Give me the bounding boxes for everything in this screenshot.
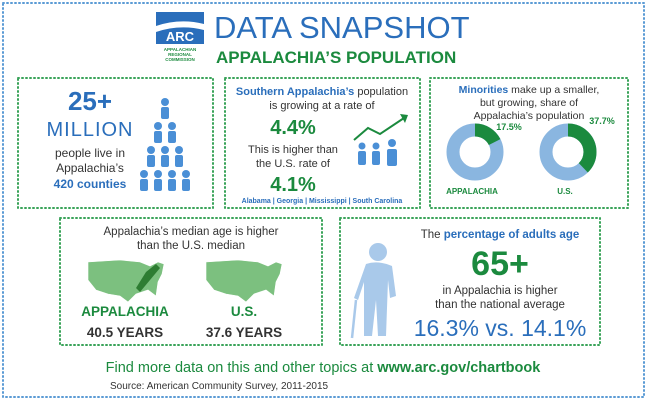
us-map bbox=[205, 259, 283, 303]
footer-text-part: Find more data on this and other topics … bbox=[106, 360, 378, 376]
minorities-text: Appalachia’s population bbox=[474, 110, 585, 122]
subtitle: APPALACHIA’S POPULATION bbox=[216, 48, 456, 67]
minorities-text-part: make up a smaller, bbox=[508, 84, 599, 96]
donut-name: APPALACHIA bbox=[446, 187, 498, 196]
growth-text: Southern Appalachia’s population bbox=[236, 86, 408, 98]
people-pyramid-icon bbox=[140, 98, 190, 191]
growth-text: is growing at a rate of bbox=[269, 100, 375, 112]
median-text: Appalachia’s median age is higher bbox=[104, 226, 279, 238]
growth-rate: 4.4% bbox=[270, 117, 316, 139]
seniors-age: 65+ bbox=[471, 245, 529, 283]
growth-compare: This is higher than bbox=[248, 144, 338, 156]
footer-link: www.arc.gov/chartbook bbox=[376, 360, 541, 376]
region-name: APPALACHIA bbox=[81, 304, 169, 319]
panel bbox=[339, 217, 601, 346]
panel bbox=[224, 77, 421, 209]
us-map-appalachia bbox=[87, 259, 165, 303]
region-age: 37.6 YEARS bbox=[206, 325, 282, 340]
growth-text-part: population bbox=[354, 86, 408, 98]
donut-arc bbox=[446, 123, 504, 181]
states: Alabama | Georgia | Mississippi | South … bbox=[242, 198, 403, 205]
donut-arc bbox=[539, 123, 597, 181]
title: DATA SNAPSHOT bbox=[214, 10, 470, 45]
seniors-text: than the national average bbox=[435, 299, 565, 311]
population-unit: MILLION bbox=[46, 119, 133, 141]
minorities-text: but growing, share of bbox=[480, 97, 578, 109]
logo-caption: COMMISSION bbox=[165, 57, 195, 62]
population-text: Appalachia’s bbox=[56, 161, 124, 175]
population-number: 25+ bbox=[68, 86, 112, 116]
median-text: than the U.S. median bbox=[137, 240, 245, 252]
seniors-comparison: 16.3% vs. 14.1% bbox=[414, 315, 587, 341]
donut-value: 37.7% bbox=[589, 116, 615, 126]
elderly-icon bbox=[350, 243, 396, 339]
region-name: U.S. bbox=[231, 304, 257, 319]
panel bbox=[59, 217, 323, 346]
panel bbox=[429, 77, 629, 209]
logo-caption: REGIONAL bbox=[168, 52, 192, 57]
donut-value: 17.5% bbox=[496, 122, 522, 132]
us-rate: 4.1% bbox=[270, 174, 316, 196]
panel bbox=[17, 77, 214, 209]
seniors-text: The percentage of adults age bbox=[421, 229, 580, 241]
population-text: people live in bbox=[55, 146, 125, 160]
population-counties: 420 counties bbox=[54, 177, 127, 191]
logo: ARC APPALACHIAN REGIONAL COMMISSION bbox=[156, 12, 204, 62]
source: Source: American Community Survey, 2011-… bbox=[110, 381, 329, 392]
minorities-text: Minorities make up a smaller, bbox=[459, 84, 600, 96]
growth-icon bbox=[353, 114, 408, 166]
donuts: 17.5% APPALACHIA 37.7% U.S. bbox=[446, 116, 615, 196]
footer-text: Find more data on this and other topics … bbox=[106, 360, 542, 376]
seniors-text: in Appalachia is higher bbox=[442, 285, 557, 297]
seniors-text-part: The bbox=[421, 229, 444, 241]
region-age: 40.5 YEARS bbox=[87, 325, 163, 340]
minorities-bold: Minorities bbox=[459, 84, 509, 96]
logo-text: ARC bbox=[166, 29, 195, 44]
seniors-bold: percentage of adults age bbox=[444, 229, 579, 241]
growth-compare: the U.S. rate of bbox=[256, 158, 331, 170]
logo-caption: APPALACHIAN bbox=[164, 47, 196, 52]
growth-bold: Southern Appalachia’s bbox=[236, 86, 354, 98]
donut-name: U.S. bbox=[557, 187, 573, 196]
